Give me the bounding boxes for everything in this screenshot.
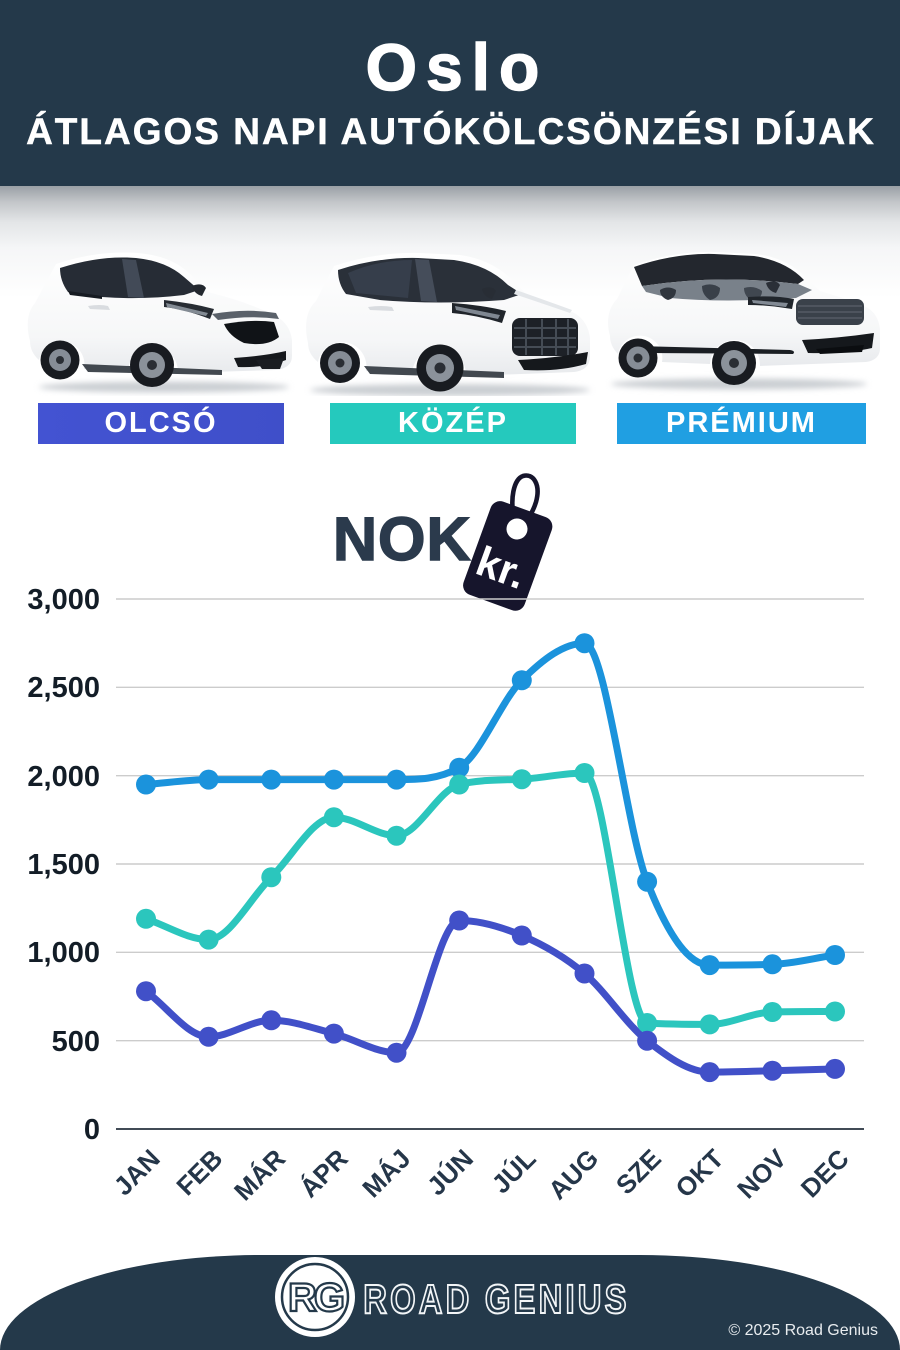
svg-text:SZE: SZE bbox=[610, 1143, 667, 1200]
svg-text:MÁR: MÁR bbox=[228, 1143, 291, 1206]
svg-text:NOV: NOV bbox=[731, 1143, 793, 1205]
svg-text:500: 500 bbox=[52, 1026, 100, 1058]
svg-text:1,500: 1,500 bbox=[27, 849, 100, 881]
svg-text:3,000: 3,000 bbox=[27, 584, 100, 616]
svg-text:2,000: 2,000 bbox=[27, 761, 100, 793]
svg-text:0: 0 bbox=[84, 1114, 100, 1146]
svg-text:JAN: JAN bbox=[108, 1143, 166, 1201]
svg-text:1,000: 1,000 bbox=[27, 937, 100, 969]
svg-text:DEC: DEC bbox=[795, 1143, 855, 1203]
svg-text:ÁPR: ÁPR bbox=[294, 1143, 354, 1203]
svg-text:2,500: 2,500 bbox=[27, 672, 100, 704]
svg-text:FEB: FEB bbox=[170, 1143, 228, 1201]
svg-text:AUG: AUG bbox=[542, 1143, 604, 1205]
svg-text:JÚN: JÚN bbox=[421, 1143, 479, 1201]
svg-text:OKT: OKT bbox=[669, 1143, 729, 1203]
svg-text:MÁJ: MÁJ bbox=[356, 1143, 416, 1203]
svg-text:ROAD GENIUS: ROAD GENIUS bbox=[363, 1275, 630, 1321]
svg-text:RG: RG bbox=[288, 1276, 343, 1320]
svg-text:JÚL: JÚL bbox=[486, 1143, 542, 1199]
